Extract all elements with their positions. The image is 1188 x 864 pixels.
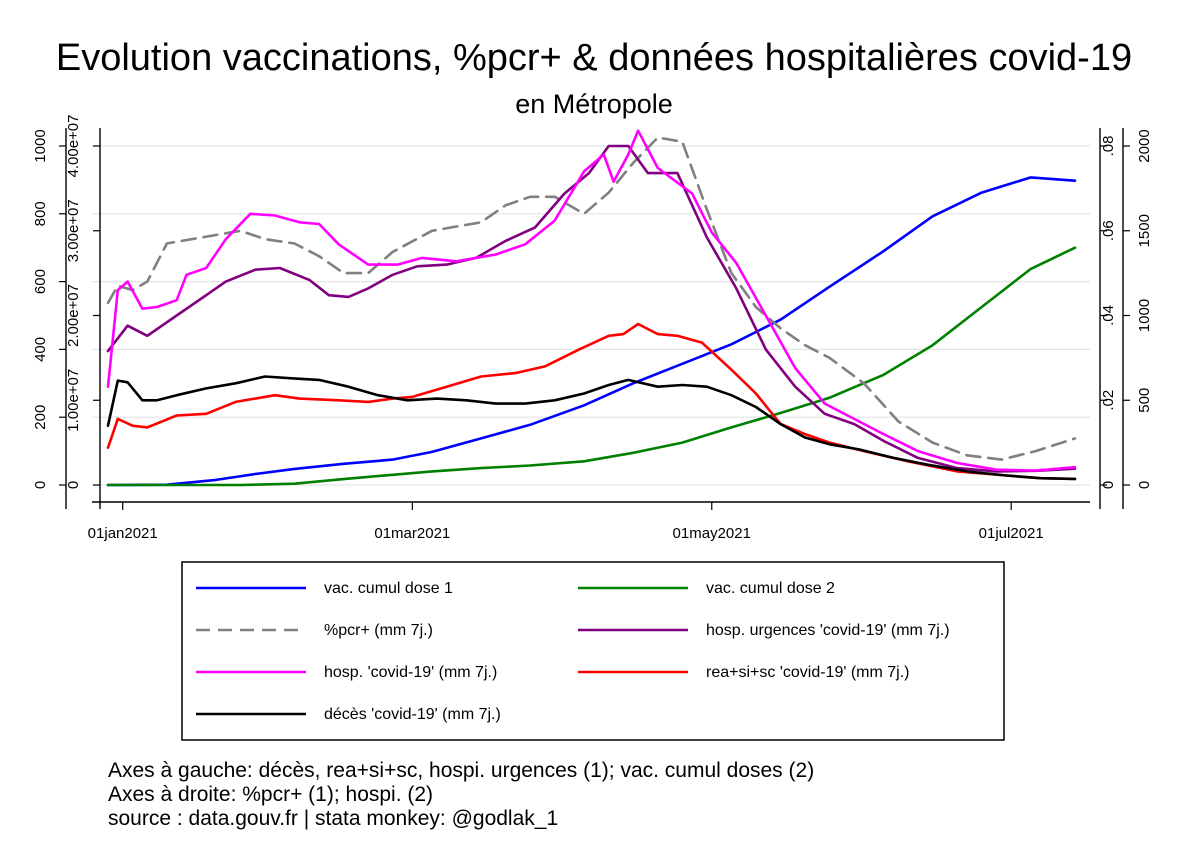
- series-line-7: [106, 375, 1077, 481]
- right-axis-2-tick-label: 1500: [1136, 214, 1153, 247]
- right-axis-2-tick-label: 2000: [1136, 129, 1153, 162]
- left-axis-1-tick-label: 0: [32, 481, 49, 489]
- legend-label-6: rea+si+sc 'covid-19' (mm 7j.): [706, 664, 910, 681]
- left-axis-2-tick-label: 3.00e+07: [65, 199, 82, 262]
- left-axis-2-tick-label: 2.00e+07: [65, 284, 82, 347]
- x-axis-tick-label: 01jan2021: [88, 525, 158, 542]
- x-axis-tick-label: 01jul2021: [979, 525, 1044, 542]
- axes-layer: 0 200 400 600 800 1000 0 1.00e+07 2.00e+07 3.00e+…: [32, 115, 1153, 542]
- series-line-4: [106, 144, 1077, 473]
- left-axis-2-tick-label: 1.00e+07: [65, 369, 82, 432]
- series-line-2: [106, 246, 1077, 487]
- series-line-3: [106, 136, 1077, 461]
- legend-layer: vac. cumul dose 1 vac. cumul dose 2 %pcr+ …: [196, 580, 950, 723]
- left-axis-2-tick-label: 4.00e+07: [65, 115, 82, 178]
- left-axis-1-tick-label: 1000: [32, 129, 49, 162]
- grid-layer: [92, 145, 1090, 486]
- left-axis-1-tick-label: 200: [32, 405, 49, 430]
- note-left-axes: Axes à gauche: décès, rea+si+sc, hospi. …: [108, 759, 814, 782]
- legend-box: [181, 561, 1005, 741]
- legend-label-2: vac. cumul dose 2: [706, 580, 835, 597]
- series-line-5: [106, 129, 1077, 472]
- right-axis-1-tick-label: .02: [1100, 390, 1117, 411]
- chart-subtitle: en Métropole: [515, 89, 673, 119]
- chart-title: Evolution vaccinations, %pcr+ & données …: [56, 37, 1132, 79]
- right-axis-2-tick-label: 500: [1136, 388, 1153, 413]
- right-axis-2-tick-label: 0: [1136, 481, 1153, 489]
- right-axis-1-tick-label: .08: [1100, 136, 1117, 157]
- right-axis-1-tick-label: 0: [1100, 481, 1117, 489]
- legend-label-1: vac. cumul dose 1: [324, 580, 453, 597]
- x-axis-tick-label: 01mar2021: [374, 525, 450, 542]
- x-axis-tick-label: 01may2021: [673, 525, 751, 542]
- right-axis-2-tick-label: 1000: [1136, 299, 1153, 332]
- series-layer: [106, 129, 1077, 487]
- right-axis-1-tick-label: .06: [1100, 220, 1117, 241]
- note-right-axes: Axes à droite: %pcr+ (1); hospi. (2): [108, 783, 433, 806]
- right-axis-1-tick-label: .04: [1100, 305, 1117, 326]
- legend-label-4: hosp. urgences 'covid-19' (mm 7j.): [706, 622, 950, 639]
- left-axis-2-tick-label: 0: [65, 481, 82, 489]
- left-axis-1-tick-label: 600: [32, 269, 49, 294]
- left-axis-1-tick-label: 400: [32, 337, 49, 362]
- legend-label-7: décès 'covid-19' (mm 7j.): [324, 706, 501, 723]
- series-line-1: [106, 176, 1077, 487]
- note-source: source : data.gouv.fr | stata monkey: @g…: [108, 807, 558, 830]
- legend-label-3: %pcr+ (mm 7j.): [324, 622, 433, 639]
- left-axis-1-tick-label: 800: [32, 201, 49, 226]
- legend-label-5: hosp. 'covid-19' (mm 7j.): [324, 664, 497, 681]
